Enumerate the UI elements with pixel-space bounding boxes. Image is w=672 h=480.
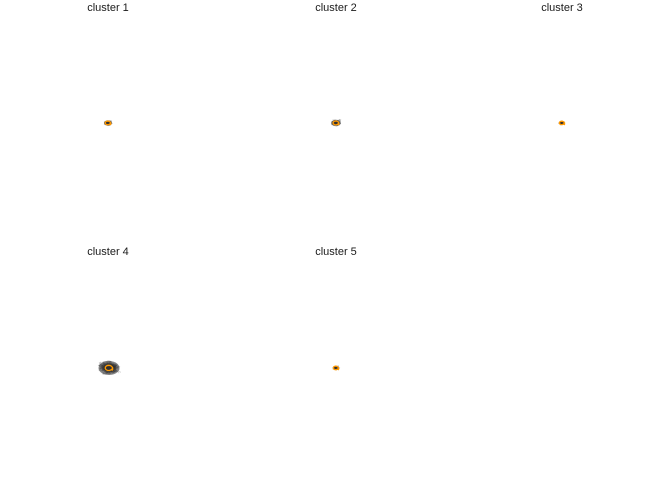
mean-trajectory bbox=[558, 120, 566, 126]
panel-cluster-4: cluster 4 bbox=[87, 246, 129, 376]
panel-cluster-3: cluster 3 bbox=[541, 2, 583, 126]
panel-title: cluster 2 bbox=[315, 2, 357, 14]
panel-cluster-2: cluster 2 bbox=[315, 2, 357, 127]
cloud-core bbox=[98, 360, 120, 376]
trajectory-cloud bbox=[332, 365, 341, 371]
trajectory-cloud bbox=[558, 120, 566, 126]
mean-trajectory bbox=[104, 364, 114, 372]
panel-cluster-1: cluster 1 bbox=[87, 2, 129, 127]
panel-cluster-5: cluster 5 bbox=[315, 246, 357, 371]
panel-title: cluster 5 bbox=[315, 246, 357, 258]
panel-title: cluster 4 bbox=[87, 246, 129, 258]
trajectory-cloud bbox=[330, 119, 342, 127]
trajectory-cloud bbox=[97, 360, 121, 376]
trajectory-cloud bbox=[103, 119, 114, 127]
mean-trajectory bbox=[104, 120, 112, 126]
mean-trajectory bbox=[332, 120, 340, 126]
panel-title: cluster 1 bbox=[87, 2, 129, 14]
mean-trajectory bbox=[332, 365, 340, 371]
panel-title: cluster 3 bbox=[541, 2, 583, 14]
